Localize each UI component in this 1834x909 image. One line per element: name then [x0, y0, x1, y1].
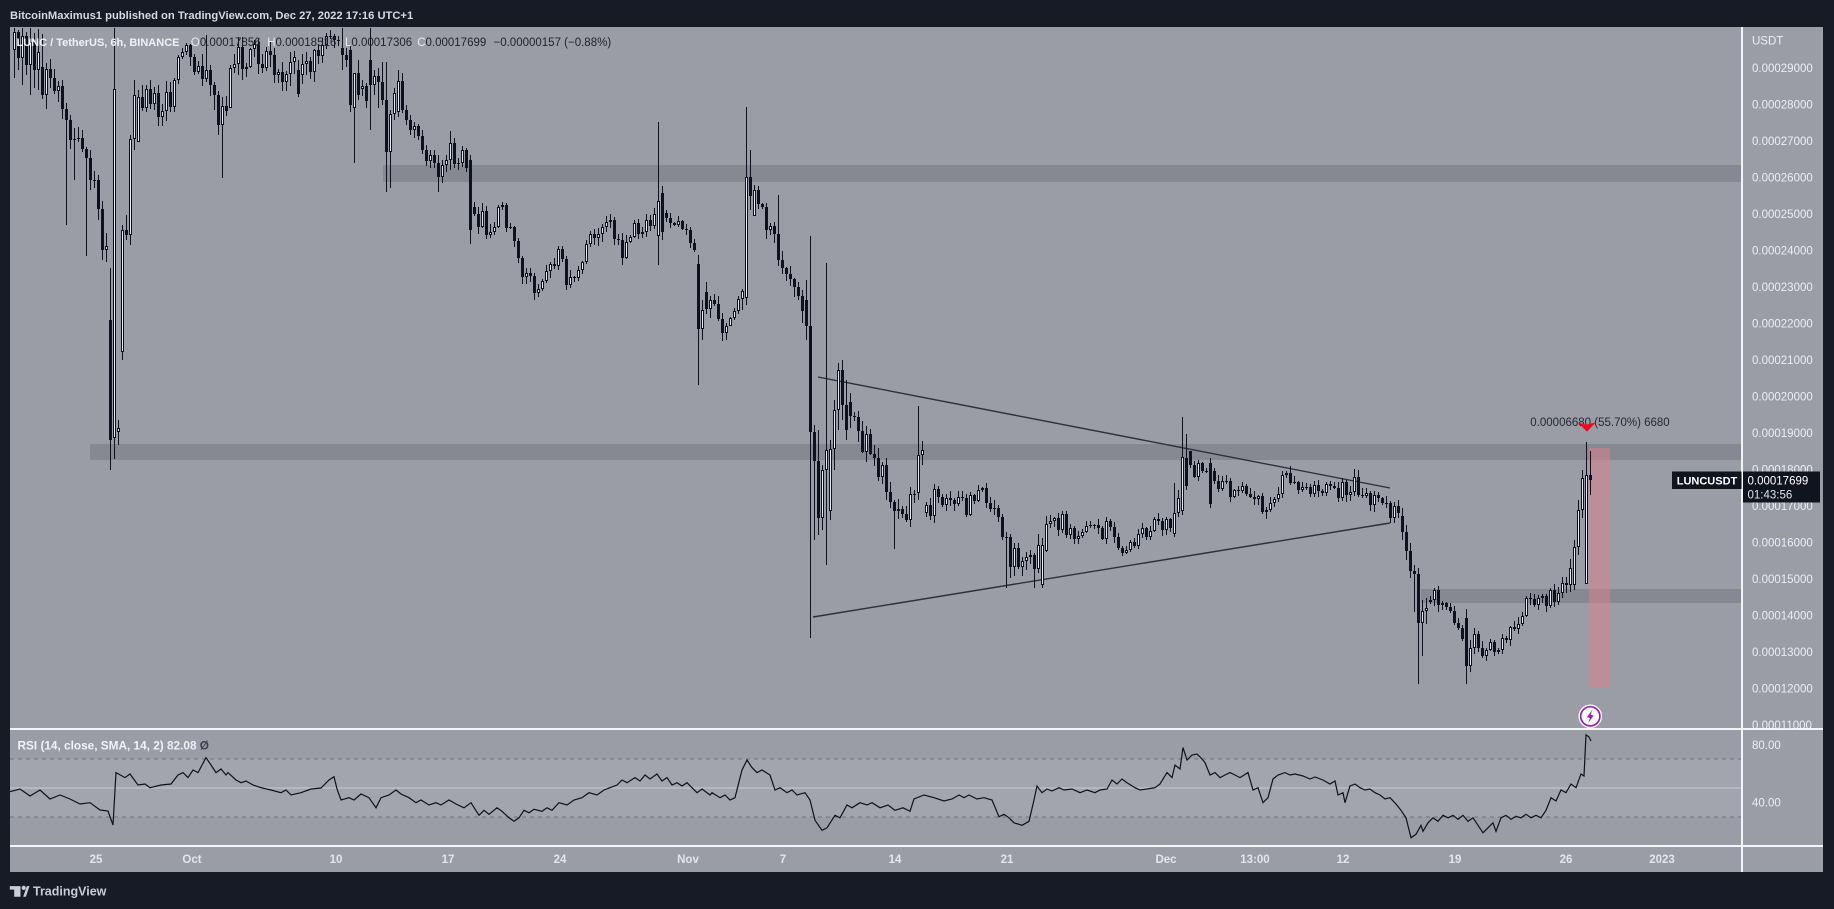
svg-text:0.00028000: 0.00028000 — [1752, 100, 1813, 112]
svg-text:H0.00018516: H0.00018516 — [267, 37, 336, 49]
svg-text:0.00019000: 0.00019000 — [1752, 428, 1813, 440]
svg-text:19: 19 — [1449, 854, 1462, 866]
svg-text:L0.00017306: L0.00017306 — [345, 37, 412, 49]
svg-text:10: 10 — [330, 854, 343, 866]
svg-text:LUNCUSDT: LUNCUSDT — [1677, 476, 1738, 488]
svg-text:0.00021000: 0.00021000 — [1752, 355, 1813, 367]
svg-text:12: 12 — [1337, 854, 1350, 866]
svg-text:26: 26 — [1560, 854, 1573, 866]
svg-text:0.00014000: 0.00014000 — [1752, 611, 1813, 623]
svg-text:0.00011000: 0.00011000 — [1752, 720, 1812, 732]
svg-text:40.00: 40.00 — [1752, 798, 1781, 810]
svg-text:01:43:56: 01:43:56 — [1748, 490, 1793, 502]
svg-text:14: 14 — [889, 854, 902, 866]
svg-text:0.00017000: 0.00017000 — [1752, 501, 1813, 513]
svg-text:0.00023000: 0.00023000 — [1752, 282, 1813, 294]
svg-text:LUNC / TetherUS, 6h, BINANCE: LUNC / TetherUS, 6h, BINANCE — [17, 37, 180, 49]
svg-text:Nov: Nov — [677, 854, 699, 866]
svg-text:0.00025000: 0.00025000 — [1752, 209, 1813, 221]
svg-text:7: 7 — [780, 854, 786, 866]
svg-text:80.00: 80.00 — [1752, 740, 1781, 752]
svg-text:0.00016000: 0.00016000 — [1752, 538, 1813, 550]
svg-text:BitcoinMaximus1 published on T: BitcoinMaximus1 published on TradingView… — [10, 10, 413, 22]
svg-text:TradingView: TradingView — [33, 884, 107, 898]
svg-text:2023: 2023 — [1649, 854, 1675, 866]
svg-text:−0.00000157 (−0.88%): −0.00000157 (−0.88%) — [494, 37, 612, 49]
svg-text:0.00027000: 0.00027000 — [1752, 136, 1813, 148]
svg-text:17: 17 — [442, 854, 455, 866]
svg-text:O0.00017856: O0.00017856 — [191, 37, 261, 49]
svg-text:0.00012000: 0.00012000 — [1752, 684, 1813, 696]
svg-text:RSI (14, close, SMA, 14, 2) 82: RSI (14, close, SMA, 14, 2) 82.08 Ø — [18, 739, 209, 753]
svg-text:0.00022000: 0.00022000 — [1752, 319, 1813, 331]
svg-text:0.00006680 (55.70%) 6680: 0.00006680 (55.70%) 6680 — [1530, 417, 1669, 429]
svg-text:C0.00017699: C0.00017699 — [417, 37, 486, 49]
svg-text:0.00015000: 0.00015000 — [1752, 574, 1813, 586]
svg-text:Oct: Oct — [182, 854, 201, 866]
svg-text:0.00024000: 0.00024000 — [1752, 246, 1813, 258]
svg-text:0.00026000: 0.00026000 — [1752, 173, 1813, 185]
svg-text:24: 24 — [554, 854, 567, 866]
svg-text:0.00020000: 0.00020000 — [1752, 392, 1813, 404]
svg-text:21: 21 — [1001, 854, 1014, 866]
svg-text:USDT: USDT — [1752, 36, 1783, 48]
svg-text:25: 25 — [90, 854, 103, 866]
svg-text:Dec: Dec — [1155, 854, 1177, 866]
svg-text:0.00029000: 0.00029000 — [1752, 63, 1813, 75]
svg-text:0.00013000: 0.00013000 — [1752, 647, 1813, 659]
svg-text:13:00: 13:00 — [1240, 854, 1269, 866]
svg-text:0.00017699: 0.00017699 — [1748, 476, 1809, 488]
